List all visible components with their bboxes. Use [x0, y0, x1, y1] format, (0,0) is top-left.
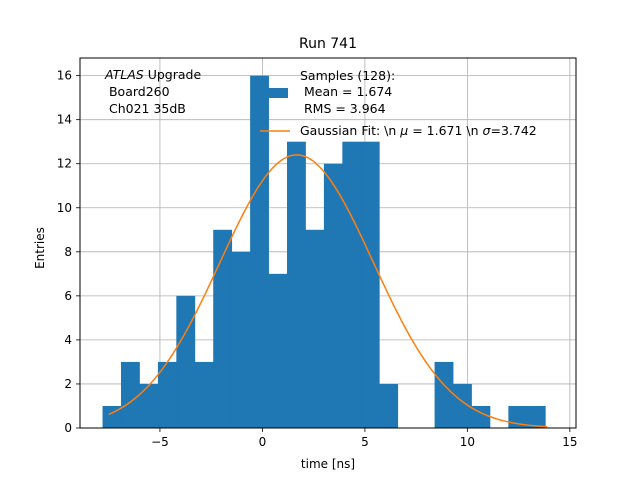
annotation-line-2: Board260 [105, 84, 170, 99]
x-tick-label: 0 [259, 435, 267, 449]
y-tick-label: 6 [64, 289, 72, 303]
y-tick-label: 12 [57, 157, 72, 171]
histogram-bar [231, 251, 251, 428]
histogram-bar [379, 383, 399, 428]
histogram-bar [360, 141, 380, 428]
legend: Samples (128): Mean = 1.674 RMS = 3.964 … [260, 68, 537, 138]
histogram-bar [305, 229, 325, 428]
histogram-bar [287, 141, 306, 428]
legend-fit-prefix: Gaussian Fit: \n [300, 123, 400, 138]
annotation-line-3: Ch021 35dB [105, 101, 186, 116]
x-tick-label: −5 [151, 435, 169, 449]
histogram-bar [471, 405, 491, 428]
histogram-bar [434, 361, 454, 428]
histogram-bar [250, 75, 269, 428]
histogram-bar [176, 295, 196, 428]
chart-title: Run 741 [299, 36, 357, 52]
histogram-bars [102, 75, 546, 428]
x-tick-label: 5 [361, 435, 369, 449]
histogram-bar [139, 383, 159, 428]
x-tick-label: 15 [562, 435, 577, 449]
annotation-line-1: ATLAS Upgrade [104, 67, 201, 82]
legend-fit-mid: = 1.671 \n [408, 123, 482, 138]
histogram-bar [120, 361, 140, 428]
histogram-bar [194, 361, 214, 428]
histogram-bar [342, 141, 362, 428]
y-tick-label: 8 [64, 245, 72, 259]
y-tick-label: 4 [64, 333, 72, 347]
legend-hist-line-2: Mean = 1.674 [300, 84, 392, 99]
histogram-bar [213, 229, 233, 428]
y-tick-label: 16 [57, 69, 72, 83]
legend-hist-line-3: RMS = 3.964 [300, 101, 386, 116]
histogram-bar [453, 383, 472, 428]
histogram-bar [526, 405, 546, 428]
y-tick-label: 2 [64, 377, 72, 391]
annotation-atlas: ATLAS [104, 67, 144, 82]
histogram-bar [157, 361, 177, 428]
histogram-bar [268, 273, 288, 428]
y-tick-label: 0 [64, 421, 72, 435]
annotation-upgrade: Upgrade [144, 67, 202, 82]
y-tick-label: 14 [57, 113, 72, 127]
axis-ticks: −5 0 5 10 15 0 2 4 6 8 10 12 14 16 [57, 69, 578, 449]
legend-fit-mu: μ [399, 123, 408, 138]
legend-fit-sigma: σ [483, 123, 492, 138]
legend-hist-line-1: Samples (128): [300, 68, 395, 83]
y-axis-label: Entries [33, 227, 47, 269]
x-tick-label: 10 [460, 435, 475, 449]
histogram-bar [102, 405, 122, 428]
legend-hist-swatch [260, 88, 288, 98]
gaussian-fit-line [108, 154, 548, 428]
x-axis-label: time [ns] [301, 457, 355, 471]
axes-frame [79, 57, 577, 429]
legend-fit-end: =3.742 [490, 123, 536, 138]
legend-fit-label: Gaussian Fit: \n μ = 1.671 \n σ=3.742 [300, 123, 537, 138]
atlas-annotation: ATLAS Upgrade Board260 Ch021 35dB [104, 67, 201, 116]
y-tick-label: 10 [57, 201, 72, 215]
histogram-bar [323, 163, 343, 428]
